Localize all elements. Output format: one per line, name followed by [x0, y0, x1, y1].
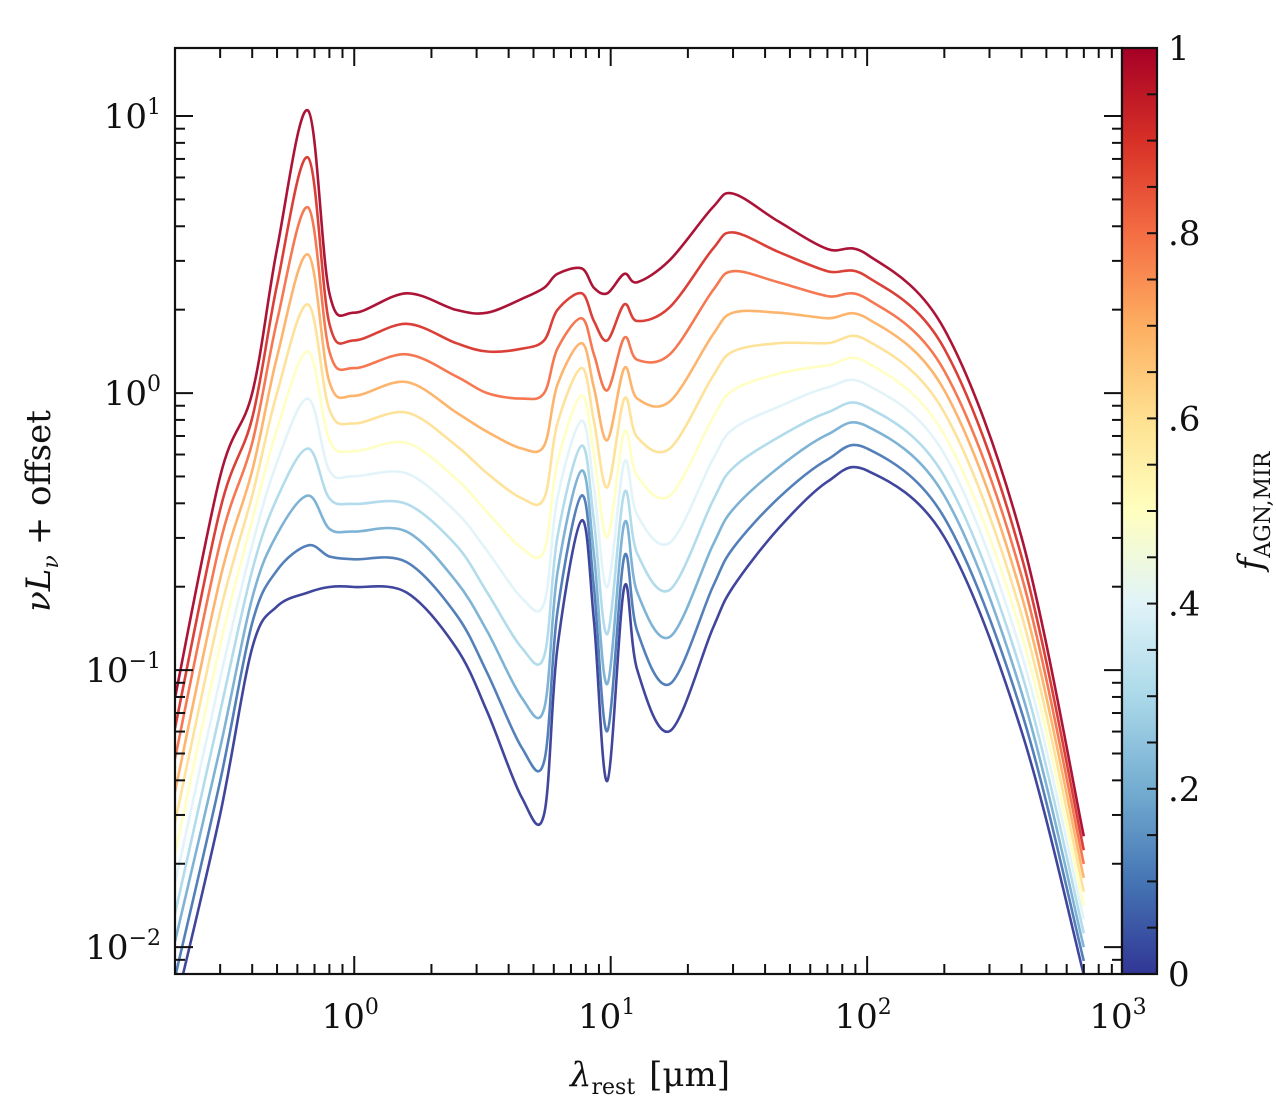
- series-line: [175, 443, 1086, 974]
- colorbar-tick-label: 1: [1168, 29, 1190, 69]
- x-axis: 100 101 102 103: [174, 48, 1147, 1037]
- colorbar-tick-label: .4: [1168, 585, 1200, 625]
- x-axis-label-unit: [μm]: [649, 1055, 730, 1095]
- x-axis-label: λrest [μm]: [568, 1055, 730, 1100]
- series-line: [175, 421, 1086, 948]
- y-tick-label: 10−2: [85, 926, 161, 968]
- colorbar-tick-label: .2: [1168, 770, 1200, 810]
- series-line: [175, 303, 1086, 892]
- y-axis-label: νLν + offset: [19, 410, 64, 612]
- colorbar-label: fAGN,MIR: [1231, 450, 1276, 573]
- colorbar-tick-label: .8: [1168, 214, 1200, 254]
- colorbar: 0 .2 .4 .6 .8 1 fAGN,MIR: [1120, 29, 1276, 995]
- series-line: [175, 253, 1086, 879]
- x-tick-label: 101: [578, 995, 635, 1037]
- series-line: [175, 401, 1086, 934]
- y-tick-label: 100: [104, 372, 161, 414]
- colorbar-label-sub: AGN,MIR: [1251, 450, 1276, 559]
- x-tick-label: 103: [1089, 995, 1146, 1037]
- x-axis-label-sub: rest: [592, 1075, 636, 1100]
- series-line: [175, 206, 1086, 865]
- x-tick-label: 102: [834, 995, 891, 1037]
- colorbar-tick-label: .6: [1168, 399, 1200, 439]
- series-line: [175, 156, 1086, 851]
- y-axis: 10−2 10−1 100 101: [85, 95, 1122, 975]
- series-line: [175, 109, 1086, 837]
- y-axis-label-sub: ν: [39, 555, 64, 568]
- y-axis-label-main: νL: [19, 569, 59, 612]
- series-line: [175, 350, 1086, 906]
- series-line: [175, 378, 1086, 920]
- series-line: [181, 465, 1085, 974]
- colorbar-tick-label: 0: [1168, 955, 1190, 995]
- x-tick-label: 100: [322, 995, 379, 1037]
- y-tick-label: 10−1: [85, 649, 161, 691]
- x-axis-label-main: λ: [568, 1055, 592, 1095]
- y-axis-label-rest: + offset: [19, 410, 59, 545]
- colorbar-ticks: 0 .2 .4 .6 .8 1: [1147, 29, 1200, 995]
- y-tick-label: 101: [104, 95, 161, 137]
- series-layer: [175, 109, 1086, 974]
